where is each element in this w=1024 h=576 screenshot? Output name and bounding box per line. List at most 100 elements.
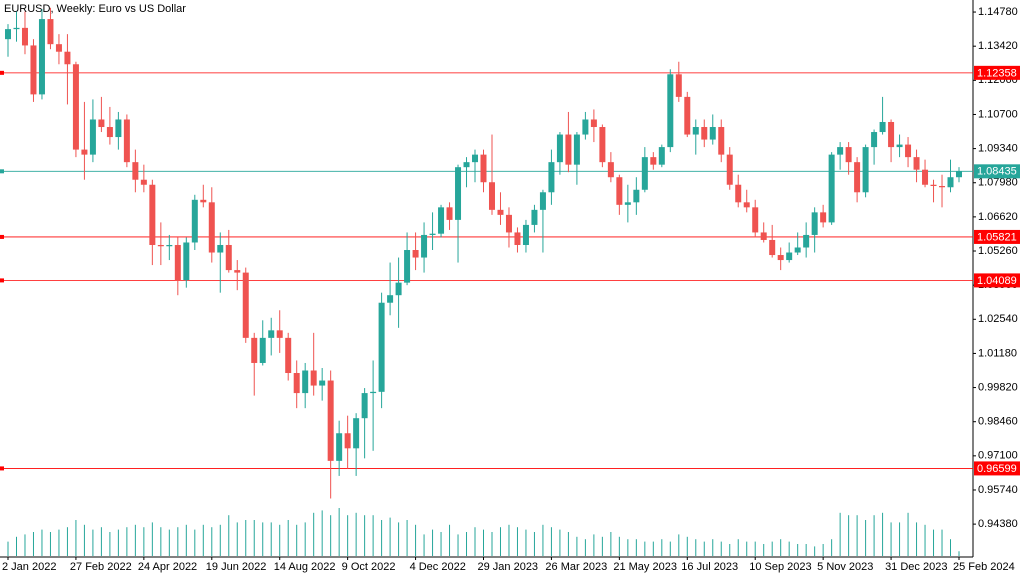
candle-body [336,433,343,461]
candle-body [658,147,665,165]
candle-body [5,29,11,40]
candle-body [488,182,495,210]
candle-body [777,255,784,261]
level-line-label: 1.04089 [977,275,1017,287]
candle-body [743,202,750,208]
x-tick-label: 31 Dec 2023 [885,561,947,573]
x-tick-label: 26 Mar 2023 [545,561,607,573]
candle-body [191,199,198,243]
candle-body [140,179,147,185]
candle-body [251,337,258,363]
y-tick-label: 1.02540 [978,313,1018,325]
candle-body [200,199,207,203]
candle-body [353,418,360,449]
candle-body [472,154,479,163]
candle-body [828,154,835,223]
candle-body [64,51,71,65]
candle-body [149,184,156,245]
candle-body [794,247,801,253]
candle-body [55,44,62,52]
candle-body [217,244,224,253]
candle-body [115,119,122,138]
candle-body [862,147,869,193]
current-price-line-label-box [974,164,1020,179]
candle-body [709,127,716,140]
level-line-label-box [974,273,1020,288]
candle-body [633,189,640,203]
level-line-label: 0.96599 [977,463,1017,475]
candle-body [837,147,844,155]
candle-body [769,239,776,256]
candle-body [675,74,682,97]
y-tick-label: 1.01180 [978,347,1017,359]
y-tick-label: 0.95740 [978,484,1018,496]
y-tick-label: 0.94380 [978,518,1018,530]
level-line-label-box [974,65,1020,80]
candle-body [302,370,309,394]
candle-body [225,244,232,271]
x-tick-label: 24 Apr 2022 [138,561,197,573]
candle-body [208,202,215,253]
candle-body [310,370,317,386]
candle-body [692,127,699,135]
y-tick-label: 1.09340 [978,143,1018,155]
candle-body [344,433,351,449]
x-tick-label: 2 Jan 2022 [2,561,56,573]
candle-body [922,169,929,185]
candle-body [480,154,487,183]
candle-body [276,330,283,338]
candle-body [573,134,580,165]
candle-body [888,121,895,148]
x-tick-label: 25 Feb 2024 [953,561,1015,573]
candle-body [539,192,546,210]
candle-body [72,64,79,150]
candle-body [81,149,88,155]
candle-body [285,337,292,374]
candle-body [404,250,411,283]
x-tick-label: 21 May 2023 [613,561,677,573]
candle-body [531,209,538,225]
level-line-label-box [974,229,1020,244]
candle-body [879,121,886,133]
level-line-marker [0,278,4,283]
candle-body [505,214,512,233]
candle-body [956,171,962,178]
x-tick-label: 9 Oct 2022 [342,561,396,573]
candle-body [624,202,631,205]
candle-body [930,184,937,187]
candle-body [514,232,521,245]
candle-body [132,162,139,180]
y-tick-label: 1.14780 [978,6,1018,18]
current-price-line-label: 1.08435 [977,166,1017,178]
candle-body [327,380,334,461]
candle-body [174,244,181,281]
candle-body [752,207,759,233]
candle-body [421,234,428,258]
x-tick-label: 5 Nov 2023 [817,561,873,573]
candle-body [387,295,394,303]
candle-body [157,244,164,247]
level-line-label-box [974,461,1020,476]
level-line-marker [0,466,4,471]
y-tick-label: 0.97100 [978,450,1018,462]
chart-title: EURUSD, Weekly: Euro vs US Dollar [4,3,186,15]
candle-body [47,19,54,45]
candle-body [455,167,462,220]
x-tick-label: 19 Jun 2022 [206,561,267,573]
y-tick-label: 1.06620 [978,211,1018,223]
candle-body [463,162,470,168]
candle-body [905,144,912,158]
level-line-marker [0,234,4,239]
candle-body [89,119,96,155]
y-tick-label: 1.10700 [978,108,1018,120]
x-tick-label: 4 Dec 2022 [410,561,466,573]
candle-body [378,302,385,392]
candle-body [259,337,266,363]
x-tick-label: 16 Jul 2023 [681,561,738,573]
candle-body [123,119,130,163]
candle-body [522,224,529,245]
candle-body [667,74,674,148]
candle-body [268,330,275,338]
